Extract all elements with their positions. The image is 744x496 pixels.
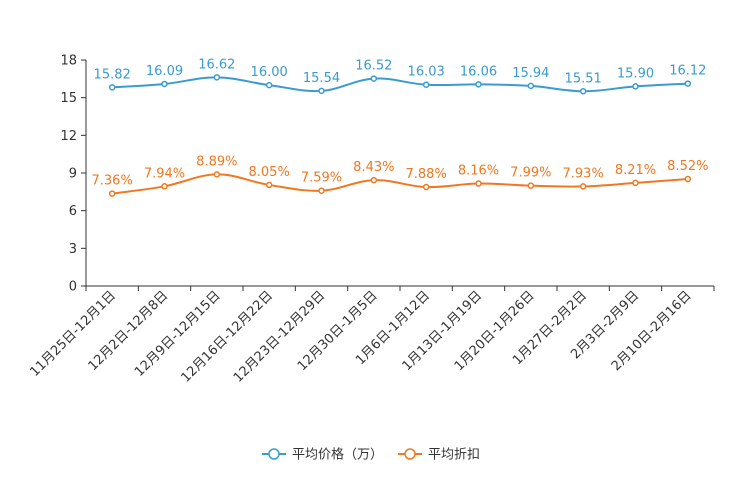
data-point[interactable] bbox=[422, 81, 430, 88]
data-label: 16.00 bbox=[251, 65, 288, 80]
x-tick-label: 12月23日-12月29日 bbox=[231, 288, 328, 385]
data-label: 8.52% bbox=[667, 159, 708, 174]
data-label: 16.62 bbox=[198, 57, 235, 72]
data-label: 7.88% bbox=[406, 167, 447, 182]
data-point[interactable] bbox=[370, 75, 378, 82]
legend-label: 平均价格（万） bbox=[292, 447, 383, 463]
data-label: 7.59% bbox=[301, 171, 342, 186]
x-tick-label: 11月25日-12月1日 bbox=[27, 288, 119, 380]
y-tick-label: 9 bbox=[69, 167, 77, 182]
series-0: 15.82 16.09 16.62 16.00 15.54 16.52 16.03 16.06… bbox=[94, 57, 706, 95]
data-label: 7.36% bbox=[92, 174, 133, 189]
data-point[interactable] bbox=[318, 187, 325, 194]
data-label: 16.12 bbox=[669, 64, 706, 79]
data-point[interactable] bbox=[108, 190, 116, 197]
x-axis-ticks: 11月25日-12月1日12月2日-12月8日12月9日-12月15日12月16… bbox=[27, 286, 715, 386]
data-label: 15.90 bbox=[617, 66, 654, 81]
data-label: 16.03 bbox=[408, 65, 445, 80]
data-point[interactable] bbox=[213, 74, 221, 81]
y-tick-label: 0 bbox=[69, 280, 77, 295]
data-point[interactable] bbox=[475, 180, 482, 187]
data-point[interactable] bbox=[684, 80, 692, 87]
data-label: 15.82 bbox=[94, 67, 131, 82]
data-point[interactable] bbox=[527, 182, 535, 189]
y-tick-label: 15 bbox=[60, 91, 77, 106]
series-layer: 15.82 16.09 16.62 16.00 15.54 16.52 16.03 16.06… bbox=[92, 57, 708, 197]
data-point[interactable] bbox=[370, 176, 378, 184]
data-point[interactable] bbox=[422, 183, 430, 191]
y-tick-label: 3 bbox=[69, 242, 77, 257]
data-point[interactable] bbox=[161, 183, 168, 190]
data-point[interactable] bbox=[213, 171, 221, 178]
data-point[interactable] bbox=[108, 84, 116, 91]
legend-item-1[interactable]: 平均折扣 bbox=[398, 448, 480, 463]
data-label: 8.05% bbox=[249, 165, 290, 180]
series-line bbox=[112, 76, 688, 93]
y-tick-label: 6 bbox=[69, 204, 77, 219]
series-1: 7.36% 7.94% 8.89% 8.05% 7.59% 8.43% 7.88% 8.16%… bbox=[92, 154, 708, 197]
data-label: 7.93% bbox=[563, 166, 604, 181]
legend-item-0[interactable]: 平均价格（万） bbox=[262, 447, 383, 463]
y-tick-label: 18 bbox=[60, 54, 77, 69]
series-line bbox=[112, 173, 688, 195]
legend-label: 平均折扣 bbox=[428, 448, 480, 463]
data-label: 7.99% bbox=[510, 166, 551, 181]
data-label: 8.89% bbox=[196, 154, 237, 169]
data-point[interactable] bbox=[265, 181, 273, 189]
data-point[interactable] bbox=[265, 81, 273, 89]
data-label: 16.06 bbox=[460, 64, 497, 79]
data-point[interactable] bbox=[579, 88, 587, 95]
data-label: 15.94 bbox=[512, 66, 549, 81]
data-label: 16.52 bbox=[355, 59, 392, 74]
data-point[interactable] bbox=[475, 81, 482, 88]
x-tick-label: 12月16日-12月22日 bbox=[179, 288, 276, 385]
data-label: 8.16% bbox=[458, 164, 499, 179]
data-label: 15.51 bbox=[565, 71, 602, 86]
data-label: 8.43% bbox=[353, 160, 394, 175]
data-point[interactable] bbox=[632, 179, 639, 187]
data-label: 8.21% bbox=[615, 163, 656, 178]
legend[interactable]: 平均价格（万） 平均折扣 bbox=[262, 447, 480, 463]
data-point[interactable] bbox=[527, 82, 535, 90]
data-point[interactable] bbox=[684, 175, 692, 183]
data-label: 7.94% bbox=[144, 166, 185, 181]
data-point[interactable] bbox=[161, 80, 168, 88]
data-point[interactable] bbox=[632, 83, 639, 90]
y-axis-ticks: 0 3 6 9 12 15 18 bbox=[60, 54, 86, 295]
data-point[interactable] bbox=[579, 183, 587, 190]
legend-marker-icon bbox=[268, 448, 280, 460]
data-point[interactable] bbox=[318, 87, 325, 95]
legend-marker-icon bbox=[404, 448, 416, 460]
data-label: 16.09 bbox=[146, 64, 183, 79]
data-label: 15.54 bbox=[303, 71, 340, 86]
y-tick-label: 12 bbox=[60, 129, 77, 144]
